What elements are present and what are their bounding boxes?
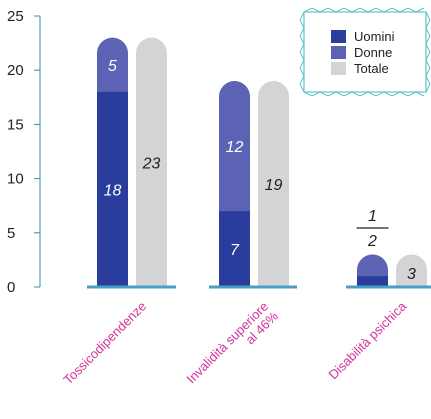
legend-swatch-totale [331, 62, 346, 75]
bars [87, 37, 431, 289]
legend-label-uomini: Uomini [354, 29, 395, 44]
value-label-totale-disabilita-psichica: 3 [407, 266, 416, 283]
bar-totale-tossicodipendenze [136, 37, 167, 288]
baseline-disabilita-psichica [346, 285, 431, 289]
y-tick-label: 15 [7, 116, 24, 133]
bar-uomini-tossicodipendenze [97, 91, 128, 287]
y-tick-label: 20 [7, 62, 24, 79]
legend-zigzag-left [299, 11, 305, 93]
baseline-tossicodipendenze [87, 285, 176, 289]
category-label-line: Tossicodipendenze [60, 299, 149, 388]
value-label-donne-disabilita-psichica: 2 [367, 233, 377, 250]
bar-totale-invalidita-superiore-al-46 [258, 81, 289, 287]
bar-uomini-invalidita-superiore-al-46 [219, 211, 250, 287]
legend-box [303, 11, 427, 93]
legend-swatch-uomini [331, 30, 346, 43]
category-label-line: Invalidità superiore [183, 299, 271, 387]
bar-uomini-disabilita-psichica [357, 276, 388, 287]
y-tick-label: 0 [7, 279, 15, 296]
y-tick-label: 25 [7, 8, 24, 25]
legend-label-totale: Totale [354, 61, 389, 76]
y-axis: 0 5 10 15 20 25 [7, 8, 41, 296]
category-label-disabilita-psichica: Disabilità psichica [326, 298, 410, 382]
legend-zigzag-right [425, 11, 431, 93]
value-label-totale-invalidita-superiore-al-46: 19 [265, 177, 283, 194]
bar-totale-disabilita-psichica [396, 254, 427, 287]
value-label-donne-tossicodipendenze: 5 [108, 58, 117, 75]
legend-label-donne: Donne [354, 45, 392, 60]
category-labels: Tossicodipendenze Invalidità superioreal … [60, 298, 410, 388]
legend: Uomini Donne Totale [299, 7, 431, 97]
legend-zigzag-top [303, 7, 425, 13]
category-label-tossicodipendenze: Tossicodipendenze [60, 299, 149, 388]
y-tick-label: 10 [7, 171, 24, 188]
baseline-invalidita-superiore-al-46 [209, 285, 297, 289]
value-label-uomini-tossicodipendenze: 18 [104, 182, 122, 199]
legend-swatch-donne [331, 46, 346, 59]
value-label-totale-tossicodipendenze: 23 [142, 155, 161, 172]
value-label-uomini-invalidita-superiore-al-46: 7 [230, 242, 240, 259]
y-tick-label: 5 [7, 225, 15, 242]
value-label-donne-invalidita-superiore-al-46: 12 [226, 139, 244, 156]
value-label-uomini-disabilita-psichica: 1 [368, 208, 377, 225]
category-label-line: Disabilità psichica [326, 298, 410, 382]
legend-zigzag-bottom [303, 91, 425, 97]
